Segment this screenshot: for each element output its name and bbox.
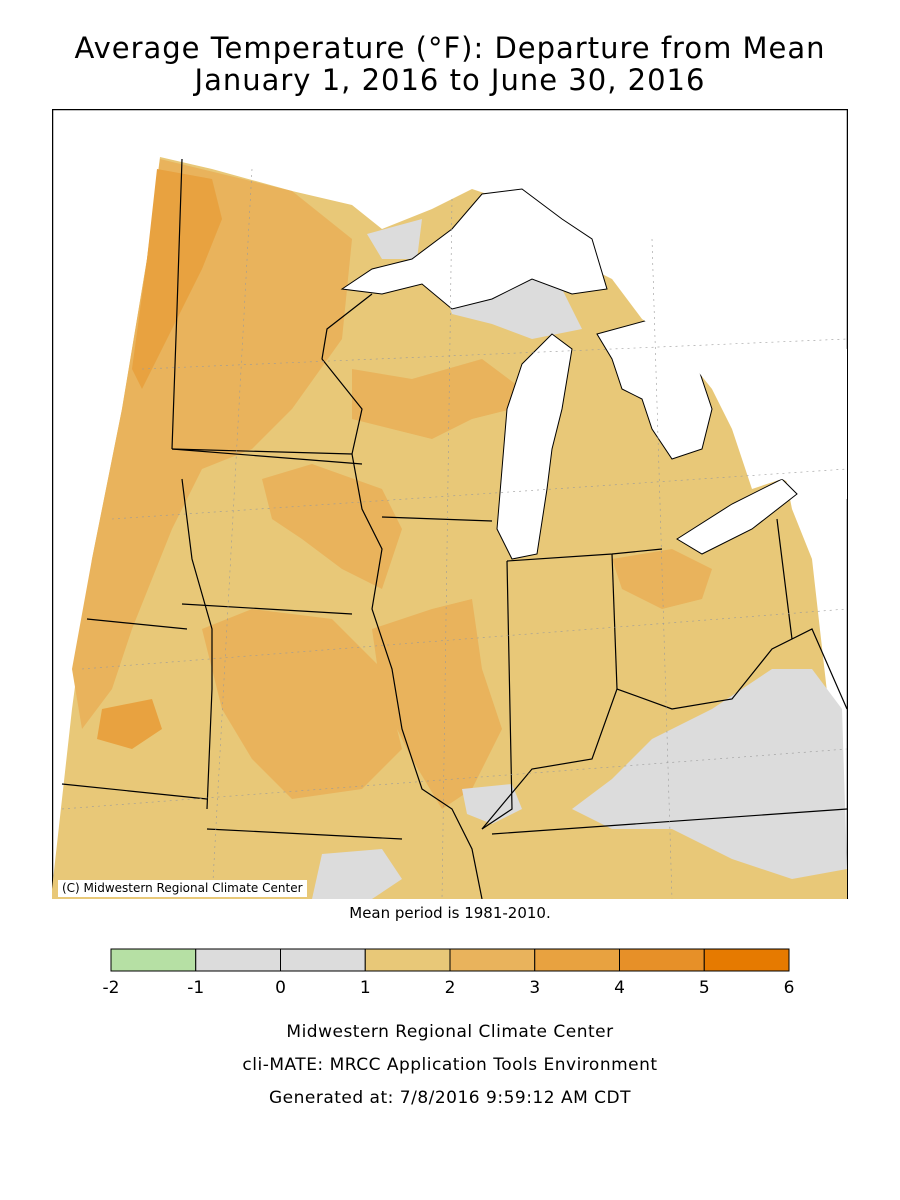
legend-box-2 (280, 948, 366, 972)
legend-tick-label: 0 (275, 978, 286, 998)
legend-color-boxes (110, 948, 790, 972)
map-title-line2: January 1, 2016 to June 30, 2016 (194, 63, 706, 97)
zone-near-normal-south (312, 849, 402, 899)
map-title-line1: Average Temperature (°F): Departure from… (74, 31, 826, 65)
legend-box-0 (110, 948, 197, 972)
graticule (61, 168, 848, 899)
mo-ar-border (206, 828, 403, 840)
il-in-border (481, 560, 513, 830)
mi-in-oh-border (506, 548, 663, 562)
color-legend: -2 -1 0 1 2 3 4 5 6 (103, 948, 795, 998)
canada-white-area (612, 279, 847, 499)
ia-mo-border (181, 603, 353, 615)
footer-generated: Generated at: 7/8/2016 9:59:12 AM CDT (268, 1088, 632, 1108)
temperature-departure-map (52, 109, 848, 899)
legend-box-7 (703, 948, 790, 972)
lake-erie (676, 478, 798, 555)
mississippi-river (351, 453, 483, 899)
lake-superior (340, 188, 608, 310)
mn-ia-border (171, 448, 353, 455)
zone-plus-2-3-ohio (612, 549, 712, 609)
map-panel: (C) Midwestern Regional Climate Center (52, 109, 848, 899)
legend-tick-label: 3 (529, 978, 540, 998)
oh-pa-border (776, 518, 793, 640)
nd-mn-border (171, 158, 183, 450)
zone-plus-2-3-illinois (372, 599, 502, 809)
in-oh-border (611, 553, 618, 690)
copyright-notice: (C) Midwestern Regional Climate Center (58, 880, 307, 897)
legend-box-4 (449, 948, 536, 972)
ne-ks-border (86, 618, 188, 630)
legend-box-6 (619, 948, 705, 972)
ks-ok-border (61, 783, 208, 800)
zone-near-normal-superior (367, 219, 422, 259)
state-boundaries (61, 158, 848, 899)
legend-tick-label: -2 (103, 978, 120, 998)
legend-tick-label: 4 (614, 978, 625, 998)
zone-near-normal-kentucky (572, 669, 847, 879)
zone-near-normal-cairo (462, 784, 522, 824)
sd-ne-border (171, 448, 363, 465)
legend-tick-label: 6 (784, 978, 795, 998)
mean-period-note: Mean period is 1981-2010. (349, 904, 551, 922)
ohio-river (481, 628, 848, 830)
zone-plus-3-4-kansas (97, 699, 162, 749)
wi-il-border (381, 516, 493, 522)
mn-wi-border (321, 293, 373, 455)
legend-box-1 (195, 948, 281, 972)
missouri-river-west-border (181, 478, 213, 810)
legend-tick-label: -1 (187, 978, 204, 998)
legend-tick-label: 5 (699, 978, 710, 998)
zone-plus-2-3-iowa (262, 464, 402, 589)
legend-box-3 (364, 948, 451, 972)
footer-app: cli-MATE: MRCC Application Tools Environ… (242, 1055, 658, 1075)
zone-plus-2-3-central (352, 359, 522, 439)
legend-tick-labels: -2 -1 0 1 2 3 4 5 6 (103, 978, 795, 998)
zone-plus-2-3-missouri (202, 609, 402, 799)
footer-org: Midwestern Regional Climate Center (286, 1022, 614, 1042)
legend-tick-label: 2 (445, 978, 456, 998)
zone-plus-3-4-dakota (132, 169, 222, 389)
lake-michigan (496, 333, 573, 560)
legend-box-5 (534, 948, 620, 972)
legend-tick-label: 1 (360, 978, 371, 998)
